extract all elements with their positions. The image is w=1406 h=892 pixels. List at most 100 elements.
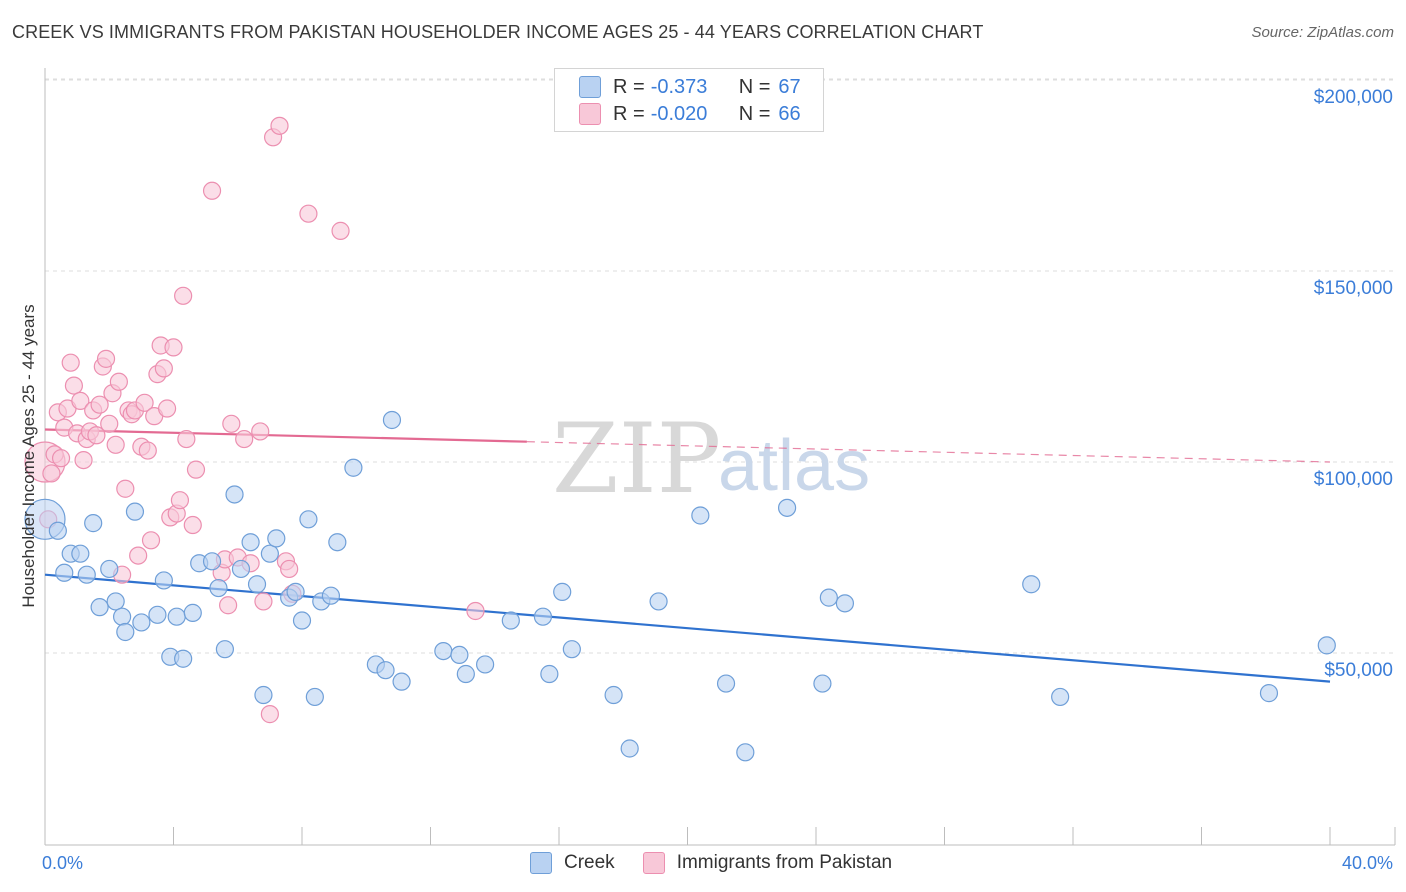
y-tick-label: $200,000 (1314, 87, 1393, 108)
pakistan-point (141, 531, 161, 550)
pakistan-point (174, 286, 193, 305)
pakistan-point (157, 399, 177, 418)
creek-point (501, 611, 520, 630)
creek-point (376, 661, 395, 680)
creek-point (125, 502, 145, 521)
creek-point (132, 613, 151, 632)
creek-point (48, 521, 67, 540)
pakistan-point (71, 391, 90, 410)
pakistan-point (170, 491, 190, 510)
legend-item-pakistan[interactable]: Immigrants from Pakistan (642, 852, 893, 874)
pakistan-point (260, 705, 279, 724)
legend-r-value: -0.373 (650, 75, 708, 98)
creek-point (1259, 684, 1279, 703)
legend-n-label: N = (738, 102, 771, 125)
creek-point (553, 582, 572, 601)
creek-point (299, 510, 318, 529)
pakistan-point (42, 464, 61, 483)
creek-point (231, 559, 251, 579)
pakistan-point (135, 393, 154, 412)
pakistan-legend-swatch (642, 852, 665, 874)
legend-item-creek[interactable]: Creek (530, 852, 615, 874)
creek-point (1317, 636, 1336, 655)
creek-point (241, 533, 260, 552)
series-legend: Creek Immigrants from Pakistan (530, 852, 920, 874)
creek-point (604, 685, 623, 705)
legend-n-label: N = (738, 75, 771, 98)
y-tick-label: $50,000 (1324, 660, 1393, 681)
creek-point (305, 687, 324, 707)
pakistan-point (251, 422, 270, 441)
data-points (24, 116, 1336, 762)
creek-point (116, 622, 135, 642)
creek-point (562, 640, 581, 659)
pakistan-point (164, 338, 183, 357)
creek-point (813, 674, 832, 693)
creek-point (533, 607, 553, 626)
pakistan-point (100, 414, 119, 433)
pakistan-point (183, 515, 202, 535)
creek-point (835, 594, 855, 613)
creek-point (777, 498, 797, 517)
pakistan-point (219, 596, 238, 615)
pakistan-point (138, 441, 157, 460)
pakistan-point (96, 349, 116, 368)
y-axis-title: Householder Income Ages 25 - 44 years (19, 304, 38, 607)
stats-legend: R = -0.373 N = 67 R = -0.020 N = 66 (554, 68, 824, 132)
pakistan-point (51, 449, 71, 468)
creek-point (819, 588, 838, 607)
pakistan-point (186, 460, 206, 479)
legend-n-value: 66 (778, 102, 801, 125)
creek-point (328, 533, 347, 552)
pakistan-point (235, 429, 254, 449)
creek-point (1051, 687, 1070, 707)
legend-r-value: -0.020 (650, 102, 708, 125)
pakistan-point (202, 181, 222, 200)
creek-point (292, 611, 312, 630)
pakistan-point (87, 426, 106, 445)
creek-legend-swatch (530, 852, 552, 874)
creek-point (84, 514, 103, 533)
pakistan-trend-line (44, 428, 527, 443)
creek-point (716, 674, 736, 693)
creek-point (476, 655, 495, 674)
legend-r-label: R = (613, 102, 645, 125)
pakistan-point (177, 429, 196, 449)
creek-swatch (579, 76, 601, 98)
pakistan-legend-label: Immigrants from Pakistan (676, 852, 893, 873)
pakistan-point (270, 116, 289, 135)
creek-point (691, 506, 710, 525)
source-credit: Source: ZipAtlas.com (1251, 24, 1394, 41)
pakistan-point (64, 376, 84, 395)
legend-row-creek: R = -0.373 N = 67 (579, 75, 801, 99)
creek-point (55, 563, 74, 582)
pakistan-point (109, 372, 128, 391)
creek-point (344, 458, 363, 477)
creek-point (106, 592, 125, 611)
chart-title: CREEK VS IMMIGRANTS FROM PAKISTAN HOUSEH… (12, 22, 984, 42)
creek-trend-line (44, 573, 1331, 683)
axis-labels: $50,000 $100,000 $150,000 $200,000 0.0% 40.0%… (19, 87, 1393, 873)
creek-point (174, 649, 193, 668)
creek-point (260, 544, 279, 563)
creek-point (382, 410, 402, 430)
watermark-zip: ZIP (552, 403, 721, 515)
creek-point (167, 607, 186, 626)
creek-point (112, 607, 132, 626)
creek-point (254, 685, 273, 705)
axes (44, 68, 1396, 846)
creek-point (154, 571, 173, 590)
creek-point (736, 743, 755, 762)
legend-row-pakistan: R = -0.020 N = 66 (579, 102, 801, 126)
creek-point (286, 582, 305, 601)
creek-point (1022, 575, 1041, 594)
y-tick-label: $100,000 (1314, 469, 1393, 490)
legend-r-label: R = (613, 75, 645, 98)
creek-point (148, 605, 167, 624)
creek-point (77, 565, 96, 584)
creek-legend-label: Creek (564, 852, 615, 873)
pakistan-point (466, 601, 485, 621)
creek-point (100, 559, 119, 579)
legend-n-value: 67 (778, 75, 801, 98)
